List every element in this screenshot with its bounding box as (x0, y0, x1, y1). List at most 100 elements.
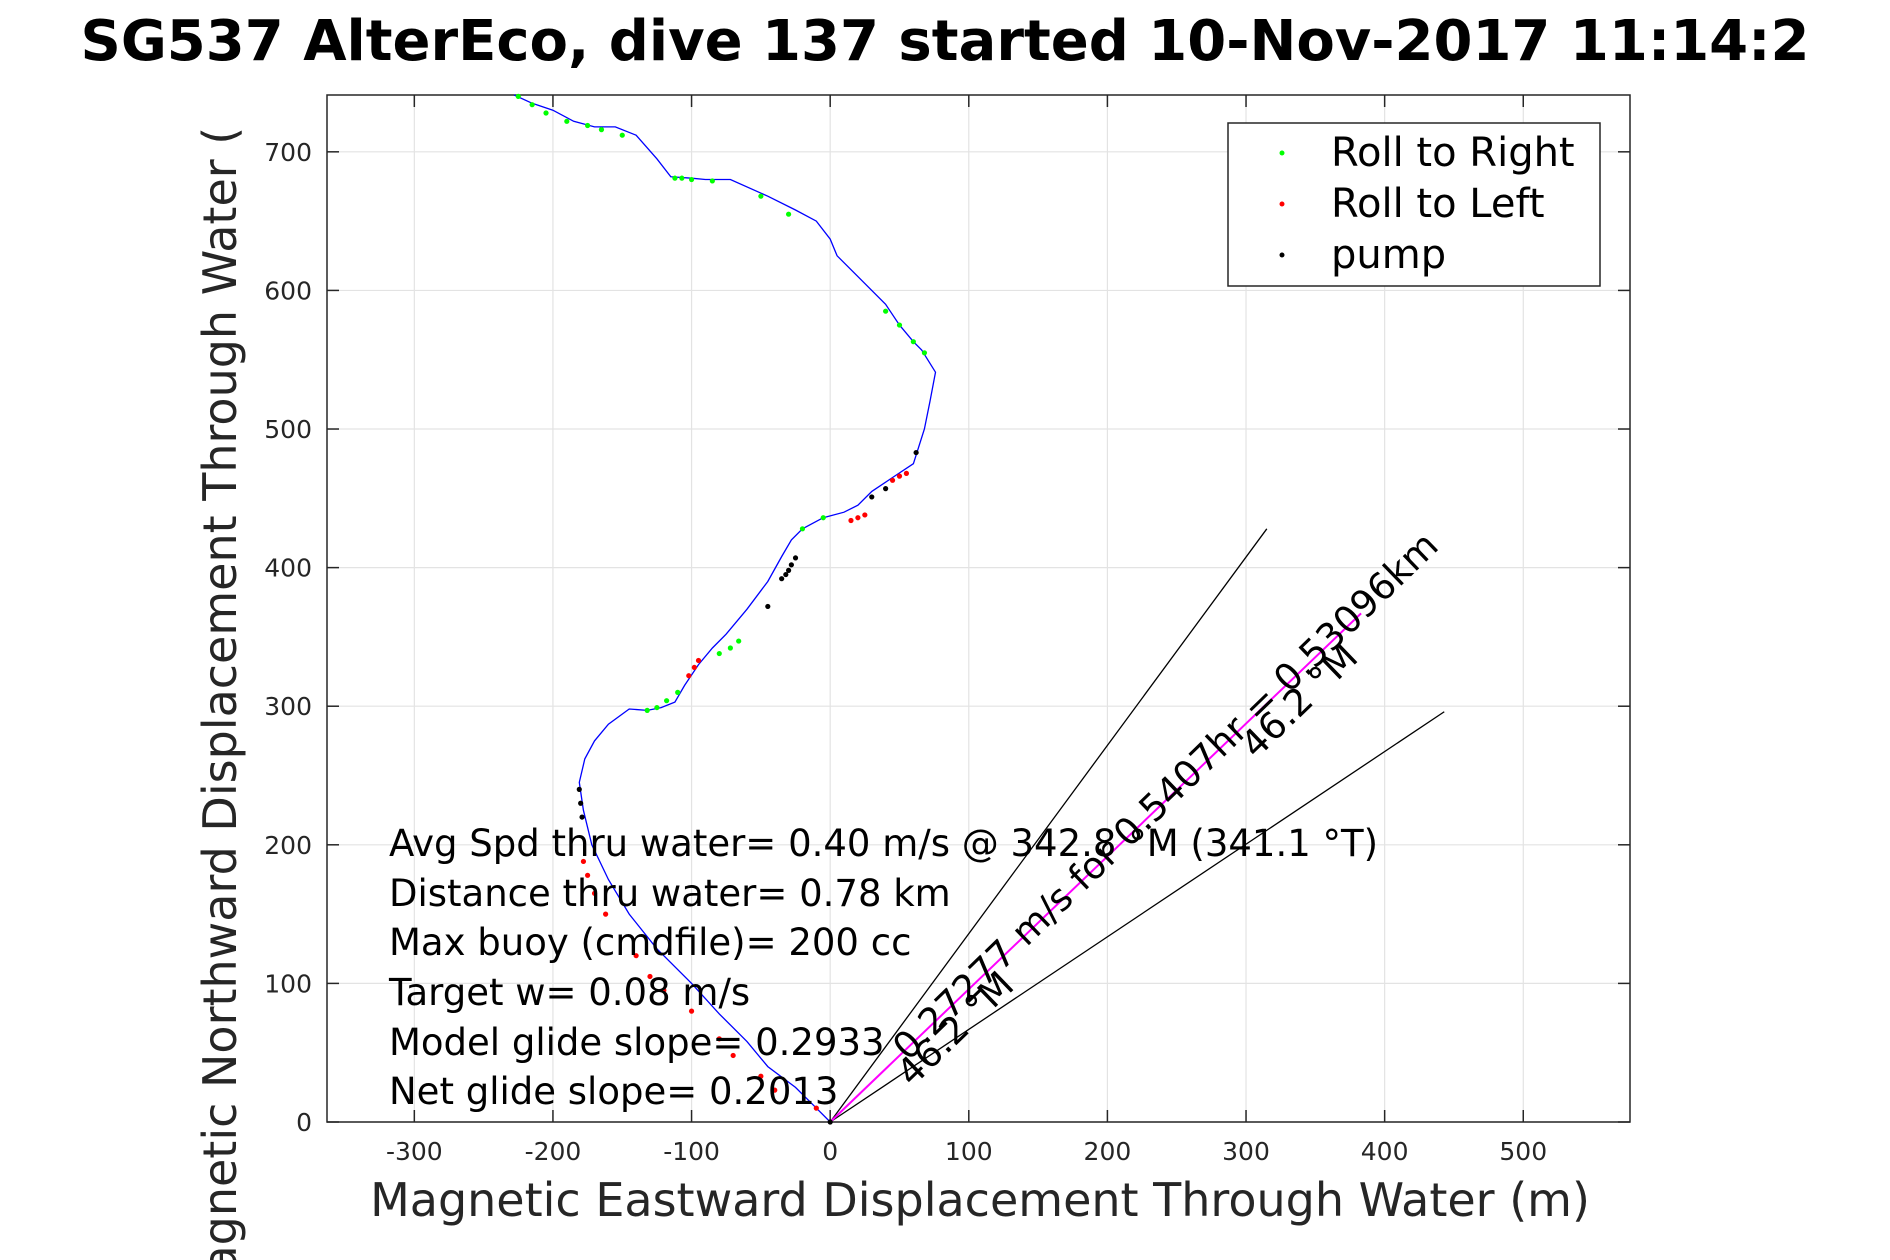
pump-point (883, 486, 889, 492)
roll-right-point (883, 308, 889, 314)
roll-left-point (848, 517, 854, 524)
roll-right-point (785, 211, 792, 217)
y-tick-label: 200 (264, 831, 312, 860)
pump-point (792, 555, 799, 561)
roll-right-point (654, 704, 660, 711)
legend-marker-roll-left (1279, 201, 1285, 207)
roll-right-point (564, 118, 570, 124)
x-tick-label: 0 (822, 1137, 838, 1166)
y-tick-label: 300 (264, 692, 312, 721)
x-tick-label: -100 (663, 1137, 720, 1166)
roll-right-point (672, 175, 678, 181)
roll-right-point (675, 689, 681, 695)
legend-label-roll-right: Roll to Right (1331, 130, 1575, 176)
pump-point (788, 562, 794, 568)
roll-left-point (647, 973, 653, 980)
roll-left-point (813, 1105, 819, 1111)
annotation-target-w: Target w= 0.08 m/s (388, 971, 750, 1014)
pump-point (869, 494, 875, 500)
roll-left-point (591, 890, 598, 896)
annotation-model-glide: Model glide slope= 0.2933 (389, 1021, 885, 1064)
legend-marker-pump (1279, 252, 1285, 258)
pump-point (785, 567, 792, 573)
roll-left-point (716, 1036, 722, 1042)
legend: Roll to Right Roll to Left pump (1227, 122, 1601, 287)
y-tick-label: 700 (264, 138, 312, 167)
y-axis-label: Magnetic Northward Displacement Through … (193, 127, 247, 1260)
roll-right-point (709, 178, 715, 184)
roll-right-point (799, 526, 806, 532)
roll-right-point (679, 175, 685, 181)
roll-left-point (903, 470, 910, 476)
roll-right-point (529, 102, 535, 108)
legend-label-roll-left: Roll to Left (1331, 181, 1545, 227)
roll-right-point (543, 110, 549, 116)
roll-right-point (598, 127, 605, 133)
x-tick-label: -300 (386, 1137, 443, 1166)
track-group (513, 94, 937, 1123)
pump-point (578, 800, 584, 806)
roll-left-point (889, 477, 896, 483)
pump-point (779, 576, 785, 582)
axis-ticks: -300 -200 -100 0 100 200 300 400 500 0 100 200 300 40… (264, 95, 1630, 1166)
pump-point (765, 603, 771, 610)
x-tick-label: 400 (1361, 1137, 1409, 1166)
plot-frame (326, 94, 1631, 1123)
legend-label-pump: pump (1331, 232, 1446, 278)
roll-left-point (661, 987, 667, 993)
roll-right-point (515, 93, 521, 99)
roll-right-point (664, 698, 670, 704)
roll-right-point (727, 645, 733, 651)
legend-marker-roll-right (1279, 150, 1285, 156)
pump-point (827, 1119, 833, 1125)
roll-left-point (730, 1052, 736, 1059)
annotation-avg-speed: Avg Spd thru water= 0.40 m/s @ 342.8 °M … (389, 822, 1378, 865)
annotation-distance: Distance thru water= 0.78 km (389, 872, 951, 915)
markers (515, 93, 928, 1125)
roll-right-point (820, 515, 826, 521)
roll-left-point (633, 953, 639, 959)
heading-line (829, 711, 1445, 1123)
roll-left-point (686, 673, 692, 679)
roll-left-point (688, 1008, 695, 1014)
roll-right-point (585, 122, 591, 129)
roll-left-point (772, 1087, 778, 1093)
stats-annotations: Avg Spd thru water= 0.40 m/s @ 342.8 °M … (388, 822, 1378, 1113)
annotation-max-buoy: Max buoy (cmdfile)= 200 cc (389, 921, 911, 964)
roll-left-point (580, 858, 587, 865)
roll-right-point (736, 638, 742, 644)
track-line (513, 94, 937, 1123)
legend-box (1227, 122, 1601, 287)
roll-right-point (896, 322, 903, 328)
roll-left-point (691, 664, 697, 671)
y-tick-label: 400 (264, 554, 312, 583)
y-tick-label: 500 (264, 415, 312, 444)
roll-right-point (644, 707, 650, 713)
pump-point (913, 449, 919, 456)
y-tick-label: 100 (264, 969, 312, 998)
x-tick-label: 100 (945, 1137, 993, 1166)
roll-left-point (855, 515, 861, 521)
roll-left-point (862, 512, 868, 518)
roll-right-point (716, 650, 722, 657)
roll-left-point (603, 911, 609, 917)
current-line (829, 612, 1362, 1123)
roll-right-point (921, 350, 928, 356)
x-tick-label: 500 (1499, 1137, 1547, 1166)
roll-right-point (758, 193, 764, 199)
x-tick-label: 200 (1084, 1137, 1132, 1166)
roll-left-point (585, 872, 591, 878)
pump-point (579, 814, 585, 820)
pump-point (576, 786, 582, 792)
heading-lines (829, 528, 1445, 1123)
annotation-net-glide: Net glide slope= 0.2013 (389, 1070, 838, 1113)
pump-point (783, 571, 789, 578)
x-tick-label: 300 (1222, 1137, 1270, 1166)
roll-right-point (619, 132, 625, 138)
x-tick-label: -200 (525, 1137, 582, 1166)
y-tick-label: 600 (264, 276, 312, 305)
roll-right-point (688, 176, 695, 183)
chart-title: SG537 AlterEco, dive 137 started 10-Nov-… (81, 9, 1810, 74)
x-axis-label: Magnetic Eastward Displacement Through W… (370, 1173, 1590, 1227)
